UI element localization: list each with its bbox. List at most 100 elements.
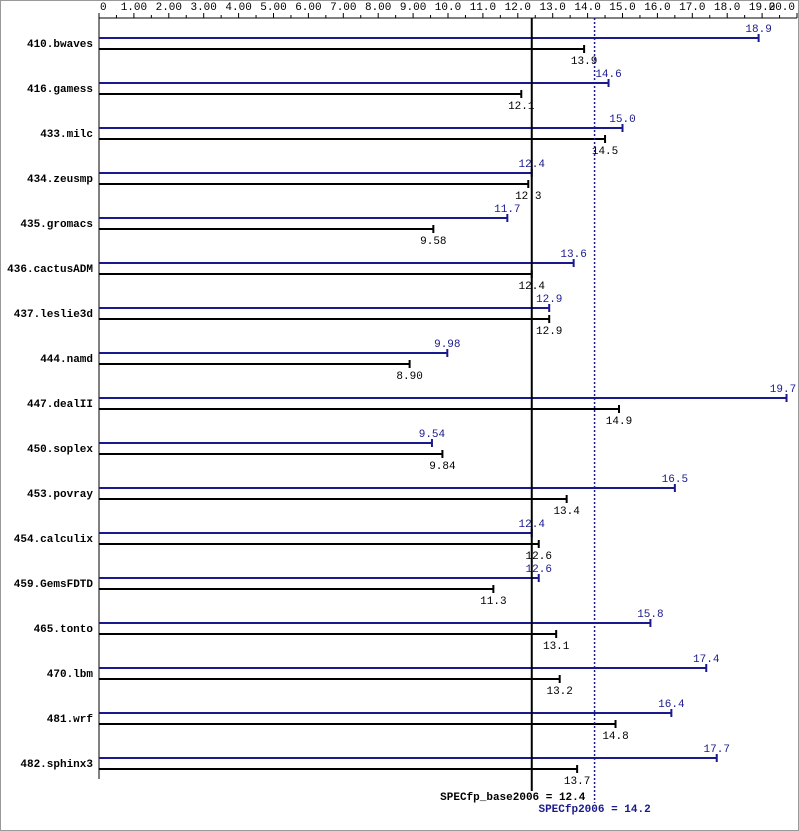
x-tick-label: 3.00 (190, 2, 216, 14)
value-label: 14.6 (595, 69, 621, 81)
value-label: 11.7 (494, 204, 520, 216)
bar (99, 93, 522, 95)
bar (99, 183, 529, 185)
x-tick-label: 16.0 (644, 2, 670, 14)
x-tick-label: 12.0 (505, 2, 531, 14)
value-label: 11.3 (480, 596, 506, 608)
category-label: 465.tonto (34, 624, 94, 636)
x-tick-label: 15.0 (609, 2, 635, 14)
category-label: 434.zeusmp (27, 174, 93, 186)
value-label: 13.4 (553, 506, 580, 518)
x-tick-label: 1.00 (121, 2, 147, 14)
value-label: 13.2 (546, 686, 572, 698)
category-label: 444.namd (40, 354, 93, 366)
bar (99, 453, 443, 455)
category-label: 470.lbm (47, 669, 94, 681)
bar (99, 532, 532, 534)
x-tick-label: 9.00 (400, 2, 426, 14)
x-tick-label: 2.00 (156, 2, 182, 14)
x-tick-label: 19.0 (749, 2, 775, 14)
bar (99, 757, 717, 759)
x-tick-label: 18.0 (714, 2, 740, 14)
value-label: 13.6 (560, 249, 586, 261)
x-tick-label: 6.00 (295, 2, 321, 14)
category-label: 410.bwaves (27, 39, 93, 51)
x-tick-label: 4.00 (225, 2, 251, 14)
bar (99, 723, 616, 725)
value-label: 12.6 (526, 551, 552, 563)
bar (99, 498, 567, 500)
bar (99, 262, 574, 264)
bar (99, 352, 448, 354)
bar (99, 543, 539, 545)
bar (99, 82, 609, 84)
bar (99, 172, 532, 174)
category-label: 459.GemsFDTD (14, 579, 94, 591)
x-tick-label: 13.0 (539, 2, 565, 14)
value-label: 13.1 (543, 641, 570, 653)
bar (99, 577, 539, 579)
bar (99, 768, 578, 770)
value-label: 9.58 (420, 236, 446, 248)
category-label: 435.gromacs (20, 219, 93, 231)
bar (99, 712, 672, 714)
value-label: 9.98 (434, 339, 460, 351)
bar (99, 138, 606, 140)
x-tick-label: 11.0 (470, 2, 496, 14)
value-label: 12.6 (526, 564, 552, 576)
reference-label: SPECfp2006 = 14.2 (538, 804, 650, 816)
value-label: 13.9 (571, 56, 597, 68)
category-label: 482.sphinx3 (20, 759, 93, 771)
bar (99, 588, 494, 590)
value-label: 18.9 (745, 24, 771, 36)
category-label: 437.leslie3d (14, 309, 93, 321)
value-label: 14.8 (602, 731, 628, 743)
category-label: 433.milc (40, 129, 93, 141)
value-label: 12.9 (536, 326, 562, 338)
bar (99, 307, 550, 309)
x-tick-label: 20.0 (769, 2, 795, 14)
x-tick-label: 7.00 (330, 2, 356, 14)
value-label: 12.3 (515, 191, 541, 203)
bar (99, 318, 550, 320)
bar (99, 127, 623, 129)
bar (99, 217, 508, 219)
bar (99, 678, 560, 680)
category-label: 436.cactusADM (7, 264, 93, 276)
value-label: 16.4 (658, 699, 685, 711)
value-label: 14.9 (606, 416, 632, 428)
bar (99, 397, 787, 399)
value-label: 12.9 (536, 294, 562, 306)
bar (99, 273, 532, 275)
category-label: 450.soplex (27, 444, 93, 456)
reference-label: SPECfp_base2006 = 12.4 (440, 792, 586, 804)
bar (99, 228, 434, 230)
value-label: 8.90 (396, 371, 422, 383)
x-tick-label: 14.0 (574, 2, 600, 14)
category-label: 454.calculix (14, 534, 94, 546)
bar (99, 48, 585, 50)
category-label: 453.povray (27, 489, 93, 501)
value-label: 9.84 (429, 461, 456, 473)
value-label: 17.7 (704, 744, 730, 756)
x-tick-label: 5.00 (260, 2, 286, 14)
bar (99, 487, 675, 489)
bar (99, 363, 410, 365)
value-label: 15.8 (637, 609, 663, 621)
category-label: 481.wrf (47, 714, 94, 726)
bar (99, 37, 759, 39)
value-label: 14.5 (592, 146, 618, 158)
value-label: 9.54 (419, 429, 446, 441)
value-label: 16.5 (662, 474, 688, 486)
value-label: 17.4 (693, 654, 720, 666)
value-label: 19.7 (770, 384, 796, 396)
category-label: 416.gamess (27, 84, 93, 96)
bar (99, 408, 620, 410)
x-tick-label: 8.00 (365, 2, 391, 14)
bar (99, 667, 707, 669)
value-label: 13.7 (564, 776, 590, 788)
value-label: 12.1 (508, 101, 535, 113)
category-label: 447.dealII (27, 399, 93, 411)
x-tick-label: 0 (100, 2, 107, 14)
